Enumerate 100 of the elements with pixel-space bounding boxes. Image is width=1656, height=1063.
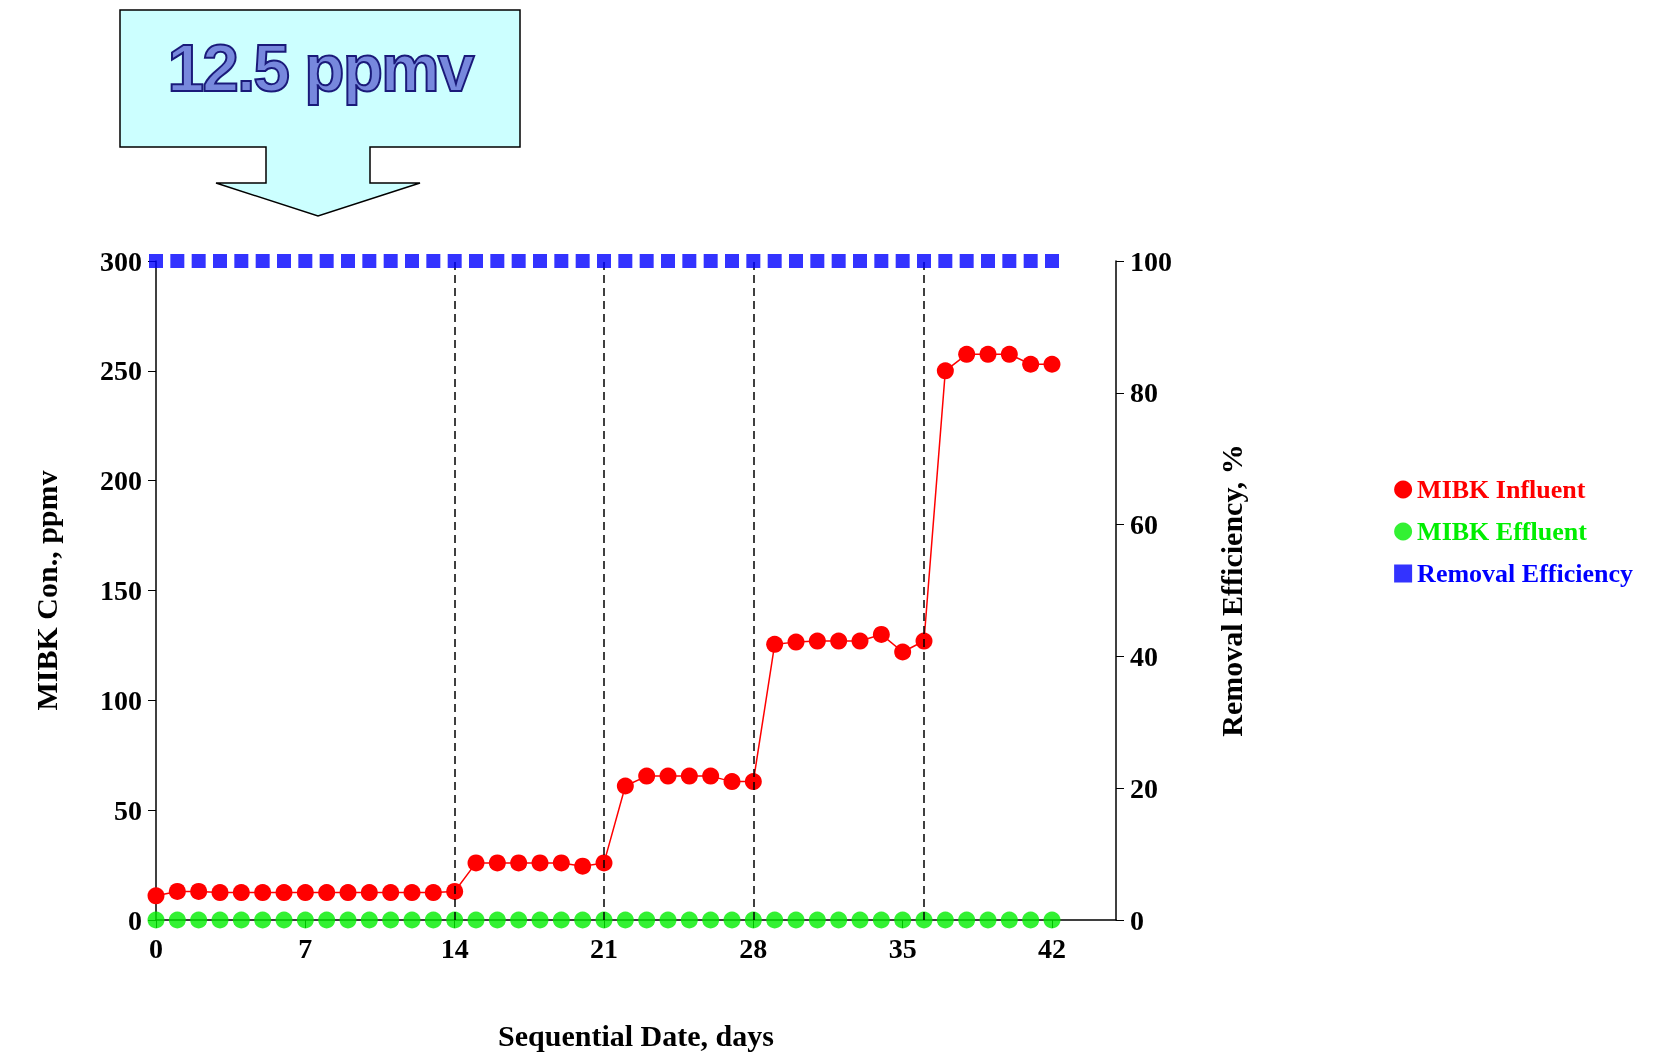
point (723, 911, 741, 929)
x-tick-label: 14 (440, 932, 469, 964)
point (766, 911, 784, 929)
point (275, 884, 293, 902)
point (744, 911, 762, 929)
legend-label: Removal Efficiency (1417, 559, 1634, 588)
point (1043, 911, 1061, 929)
point (232, 911, 250, 929)
y-tick-label: 150 (100, 575, 142, 606)
point (1022, 355, 1040, 373)
x-tick-label: 35 (888, 932, 917, 964)
point (254, 911, 272, 929)
x-tick-label: 0 (149, 932, 163, 964)
point (851, 632, 869, 650)
point (574, 857, 592, 875)
point (894, 643, 912, 661)
y-tick-label: 50 (114, 794, 142, 826)
x-tick-label: 7 (298, 932, 313, 964)
point (851, 911, 869, 929)
x-tick-label: 42 (1038, 932, 1066, 964)
point (318, 911, 336, 929)
point (254, 884, 272, 902)
legend-label: MIBK Influent (1417, 475, 1586, 504)
y2-tick-label: 60 (1130, 509, 1158, 541)
x-tick-label: 21 (590, 932, 618, 964)
y2-tick-label: 100 (1130, 245, 1172, 277)
point (296, 884, 314, 902)
point (808, 911, 826, 929)
point (787, 911, 805, 929)
point (510, 911, 528, 929)
y-tick-label: 100 (100, 684, 142, 716)
point (595, 854, 613, 872)
point (190, 911, 208, 929)
point (510, 854, 528, 872)
point (659, 911, 677, 929)
point (723, 773, 741, 791)
point (382, 884, 400, 902)
point (1022, 911, 1040, 929)
point (680, 911, 698, 929)
point (702, 767, 720, 785)
point (360, 911, 378, 929)
point (787, 633, 805, 651)
point (830, 911, 848, 929)
point (936, 911, 954, 929)
point (360, 884, 378, 902)
point (638, 767, 656, 785)
point (766, 635, 784, 653)
point (638, 911, 656, 929)
point (339, 911, 357, 929)
point (830, 632, 848, 650)
point (702, 911, 720, 929)
y2-tick-label: 0 (1130, 904, 1144, 936)
point (894, 911, 912, 929)
y-axis-title: MIBK Con., ppmv (29, 470, 63, 711)
point (211, 911, 229, 929)
point (446, 882, 464, 900)
point (616, 777, 634, 795)
point (659, 767, 677, 785)
point (296, 911, 314, 929)
point (488, 854, 506, 872)
point (403, 884, 421, 902)
point (488, 911, 506, 929)
point (872, 625, 890, 643)
y-tick-label: 0 (128, 904, 142, 936)
point (339, 884, 357, 902)
y-tick-label: 300 (100, 245, 142, 277)
y2-axis-title: Removal Efficiency, % (1214, 444, 1248, 737)
point (1000, 345, 1018, 363)
point (936, 362, 954, 380)
legend-label: MIBK Effluent (1417, 517, 1588, 546)
point (424, 911, 442, 929)
point (979, 911, 997, 929)
y2-tick-label: 20 (1130, 772, 1158, 804)
point (382, 911, 400, 929)
point (808, 632, 826, 650)
y-tick-label: 200 (100, 465, 142, 497)
point (872, 911, 890, 929)
text: 12.5 ppmv (166, 30, 475, 106)
point (275, 911, 293, 929)
point (190, 882, 208, 900)
point (147, 911, 165, 929)
point (467, 854, 485, 872)
y2-tick-label: 80 (1130, 377, 1158, 409)
point (979, 345, 997, 363)
point (680, 767, 698, 785)
point (574, 911, 592, 929)
point (958, 345, 976, 363)
point (232, 884, 250, 902)
point (467, 911, 485, 929)
point (616, 911, 634, 929)
point (595, 911, 613, 929)
point (424, 884, 442, 902)
point (552, 911, 570, 929)
point (531, 854, 549, 872)
y2-tick-label: 40 (1130, 640, 1158, 672)
point (531, 911, 549, 929)
point (552, 854, 570, 872)
point (168, 911, 186, 929)
point (168, 882, 186, 900)
y-tick-label: 250 (100, 355, 142, 387)
